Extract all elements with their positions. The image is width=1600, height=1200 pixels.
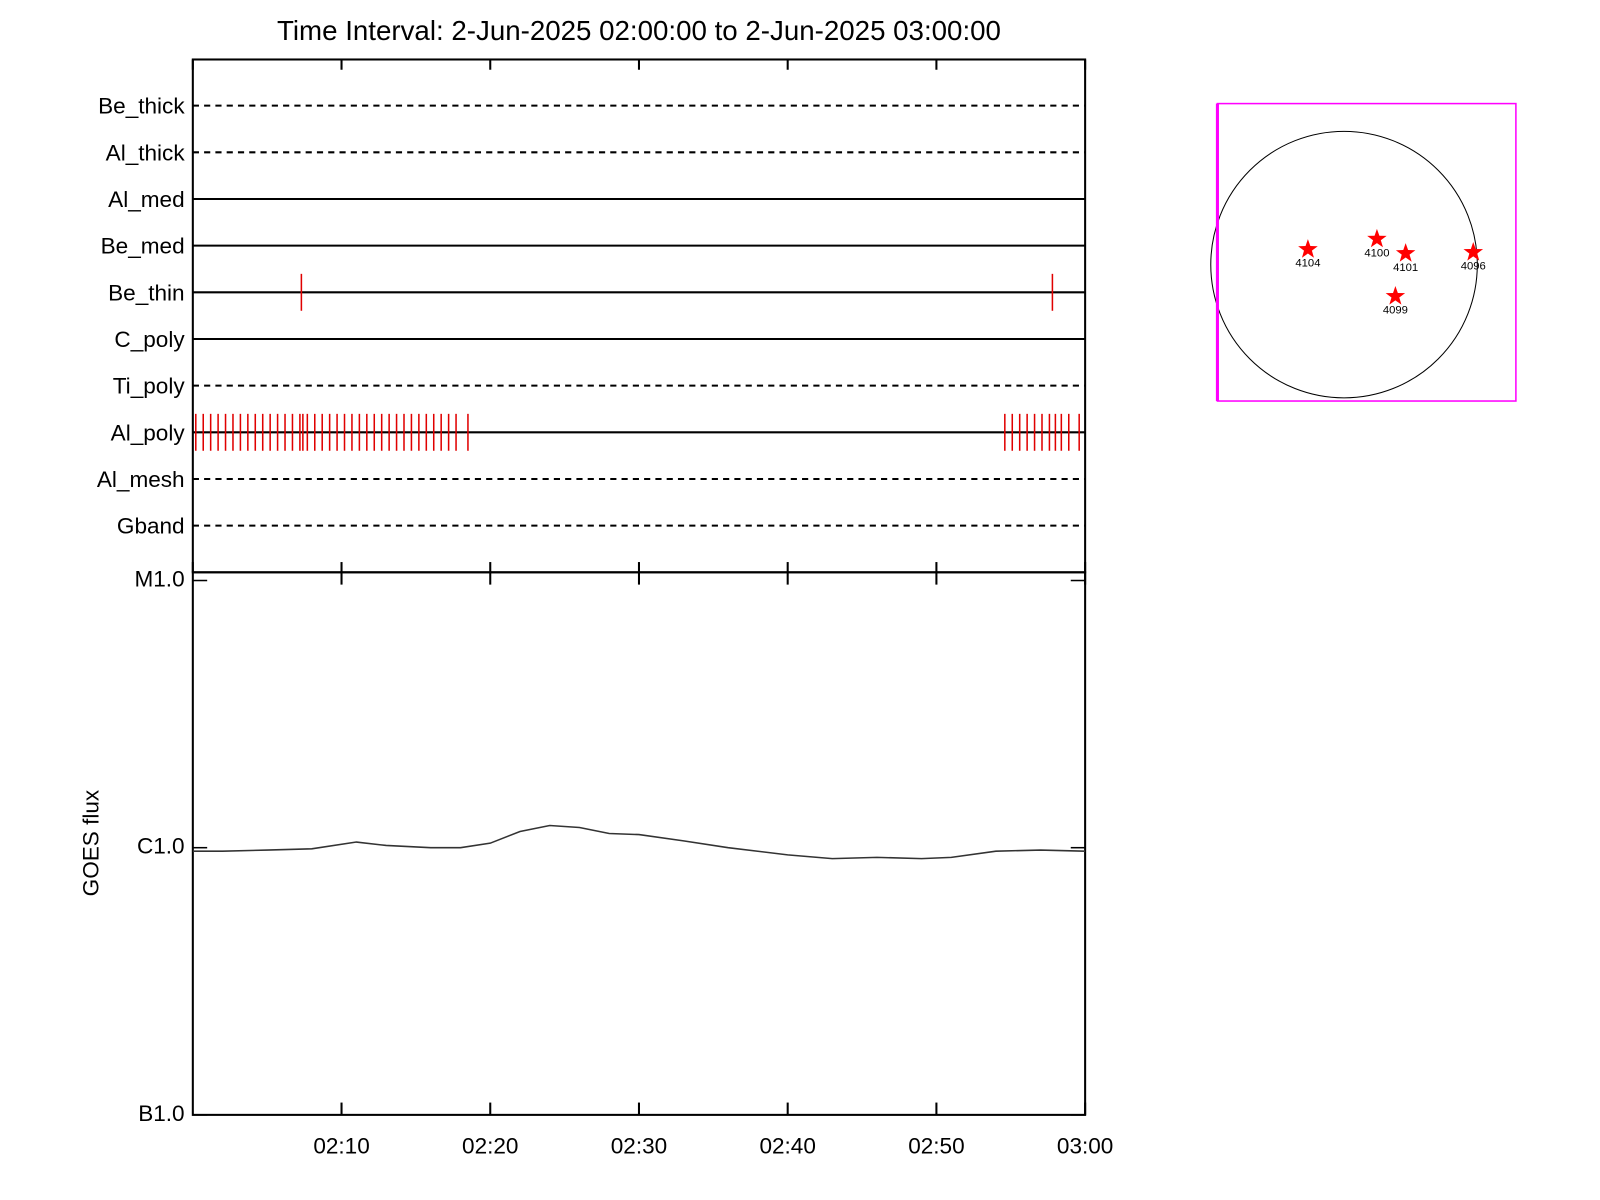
solar-disk (1210, 130, 1478, 399)
y-tick-label: B1.0 (138, 1101, 184, 1126)
region-label: 4104 (1295, 258, 1320, 270)
chart-title: Time Interval: 2-Jun-2025 02:00:00 to 2-… (277, 15, 1001, 46)
x-tick-label: 03:00 (1057, 1134, 1113, 1159)
region-label: 4100 (1364, 247, 1389, 259)
filter-label: Be_thick (98, 94, 185, 119)
filter-label: Be_thin (108, 280, 184, 305)
filter-label: Ti_poly (113, 374, 186, 399)
x-tick-label: 02:10 (313, 1134, 369, 1159)
region-marker (1367, 228, 1387, 248)
plot-frame (191, 58, 1087, 574)
x-tick-label: 02:30 (611, 1134, 667, 1159)
goes-curve (192, 824, 1086, 860)
filter-label: Al_med (108, 187, 184, 212)
filter-label: Al_thick (106, 140, 186, 165)
filter-label: Be_med (101, 234, 185, 259)
region-marker (1298, 239, 1318, 258)
y-tick-label: C1.0 (137, 834, 185, 859)
filter-label: C_poly (114, 327, 185, 352)
y-tick-label: M1.0 (134, 566, 184, 591)
x-tick-label: 02:50 (908, 1134, 964, 1159)
region-marker (1463, 242, 1484, 261)
region-marker (1395, 243, 1416, 262)
x-tick-label: 02:20 (462, 1134, 518, 1159)
filter-label: Al_poly (111, 420, 186, 445)
region-label: 4096 (1461, 261, 1486, 273)
x-tick-label: 02:40 (759, 1134, 815, 1159)
filter-label: Al_mesh (97, 467, 185, 492)
filter-label: Gband (117, 514, 185, 539)
y-axis-label: GOES flux (78, 789, 103, 896)
plot-frame (191, 571, 1087, 1116)
region-label: 4099 (1383, 305, 1408, 317)
region-marker (1385, 286, 1406, 305)
region-label: 4101 (1393, 262, 1418, 274)
